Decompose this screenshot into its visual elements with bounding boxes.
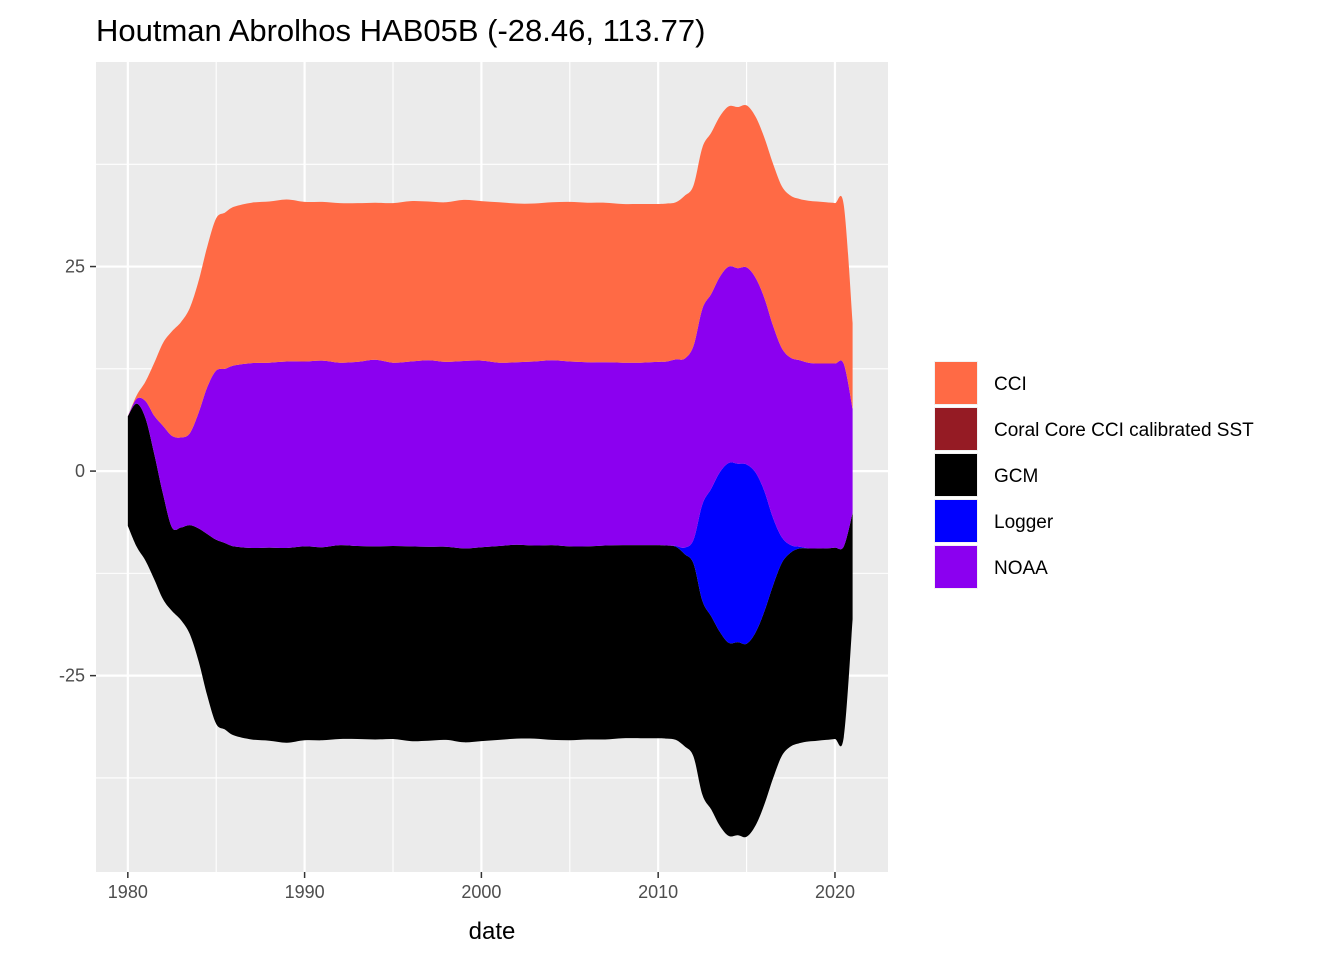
y-tick-label: 0 bbox=[75, 461, 85, 481]
x-tick-label: 1980 bbox=[108, 882, 148, 902]
series-cci bbox=[127, 104, 853, 438]
legend-label-coral-core-cci-calibrated-sst: Coral Core CCI calibrated SST bbox=[994, 420, 1254, 441]
series-noaa bbox=[127, 266, 853, 550]
y-tick-label: -25 bbox=[59, 666, 85, 686]
legend-key-coral-core-cci-calibrated-sst bbox=[935, 408, 977, 450]
legend-key-noaa bbox=[935, 546, 977, 588]
legend-key-logger bbox=[935, 500, 977, 542]
legend-key-cci bbox=[935, 362, 977, 404]
x-tick-label: 2000 bbox=[461, 882, 501, 902]
legend-key-gcm bbox=[935, 454, 977, 496]
legend-label-logger: Logger bbox=[994, 512, 1054, 533]
legend: CCI Coral Core CCI calibrated SST GCM Logge… bbox=[934, 361, 1254, 589]
x-axis-title: date bbox=[469, 918, 516, 945]
x-tick-label: 2020 bbox=[815, 882, 855, 902]
y-tick-label: 25 bbox=[65, 257, 85, 277]
legend-label-gcm: GCM bbox=[994, 466, 1038, 487]
x-tick-label: 1990 bbox=[285, 882, 325, 902]
series-logger bbox=[127, 403, 853, 645]
stream-series bbox=[127, 104, 853, 838]
legend-label-cci: CCI bbox=[994, 374, 1027, 395]
series-gcm bbox=[127, 403, 853, 838]
chart-title: Houtman Abrolhos HAB05B (-28.46, 113.77) bbox=[96, 13, 705, 48]
legend-label-noaa: NOAA bbox=[994, 558, 1048, 579]
axes: 1980 1990 2000 2010 2020 -25 0 25 bbox=[59, 257, 855, 902]
x-tick-label: 2010 bbox=[638, 882, 678, 902]
